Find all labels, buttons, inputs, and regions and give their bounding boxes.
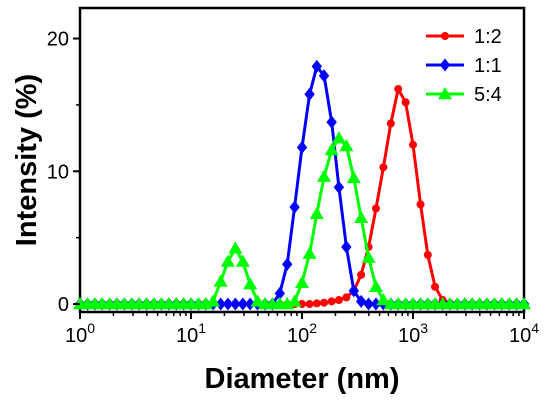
data-point [346,170,361,184]
data-point [295,275,309,289]
data-point [379,163,388,172]
legend-label: 5:4 [474,84,502,106]
data-point [320,298,329,307]
legend-label: 1:1 [474,55,502,77]
series-0 [76,84,528,309]
y-tick-label: 0 [58,294,69,316]
y-axis-ticks: 0 10 20 [47,29,80,316]
data-point [361,250,376,263]
y-tick-label: 10 [47,161,69,183]
y-tick-label: 20 [47,29,69,51]
data-point [311,59,323,73]
data-point [317,169,332,182]
legend: 1:2 1:1 5:4 [426,26,502,106]
data-point [243,277,258,290]
legend-label: 1:2 [474,26,502,48]
data-point [250,294,265,307]
data-point [357,270,366,279]
data-point [327,297,336,306]
data-point [215,297,226,311]
x-tick-label: 101 [176,320,206,347]
data-point [282,257,293,271]
x-tick-label: 104 [509,320,539,347]
legend-swatch-marker [441,32,449,40]
data-point [334,296,343,305]
data-point [222,297,234,311]
data-point [237,297,249,311]
x-axis-ticks: 100 101 102 103 104 [65,312,539,347]
data-point [287,294,302,307]
data-point [370,297,382,311]
legend-swatch-marker [439,58,451,72]
data-point [368,279,383,293]
data-point [386,119,395,128]
data-point [230,297,241,311]
data-point [296,140,308,154]
data-point [517,297,531,310]
data-point [376,293,391,306]
data-point [289,200,300,214]
data-point [318,69,330,83]
series-line [80,64,524,306]
data-point [423,250,432,259]
y-axis-label: Intensity (%) [11,74,43,246]
data-point [235,254,250,267]
data-point [394,84,403,93]
data-point [244,297,256,311]
data-point [342,293,351,302]
series-1 [74,59,530,311]
data-point [348,284,360,298]
data-point [431,282,440,291]
data-point [416,200,425,209]
plot-frame [78,6,526,314]
data-point [324,143,339,156]
legend-item: 1:1 [426,55,502,77]
data-point [213,274,228,287]
data-point [206,294,221,307]
plot-area: 100 101 102 103 104 0 10 20 [47,6,539,347]
data-point [312,299,321,308]
x-tick-label: 100 [65,320,95,347]
data-point [220,254,235,267]
data-point [331,131,346,144]
data-point [371,204,380,213]
legend-swatch-marker [438,87,452,100]
data-point [305,300,314,309]
data-point [409,140,417,149]
data-point [302,246,317,259]
legend-item: 1:2 [426,26,502,48]
data-point [333,180,345,194]
data-point [401,98,410,107]
data-point [326,115,337,129]
x-axis-label: Diameter (nm) [205,363,400,395]
series-line [80,87,524,306]
x-tick-label: 102 [287,320,317,347]
legend-item: 5:4 [426,84,502,106]
series-2 [73,131,531,310]
series-layer [73,59,531,311]
data-point [363,297,374,311]
data-point [339,139,354,152]
data-point [274,286,286,300]
data-point [354,210,369,223]
data-point [309,206,324,220]
data-point [341,240,352,254]
data-point [304,87,315,101]
data-point [228,241,243,254]
data-point [355,294,367,308]
x-tick-label: 103 [398,320,428,347]
